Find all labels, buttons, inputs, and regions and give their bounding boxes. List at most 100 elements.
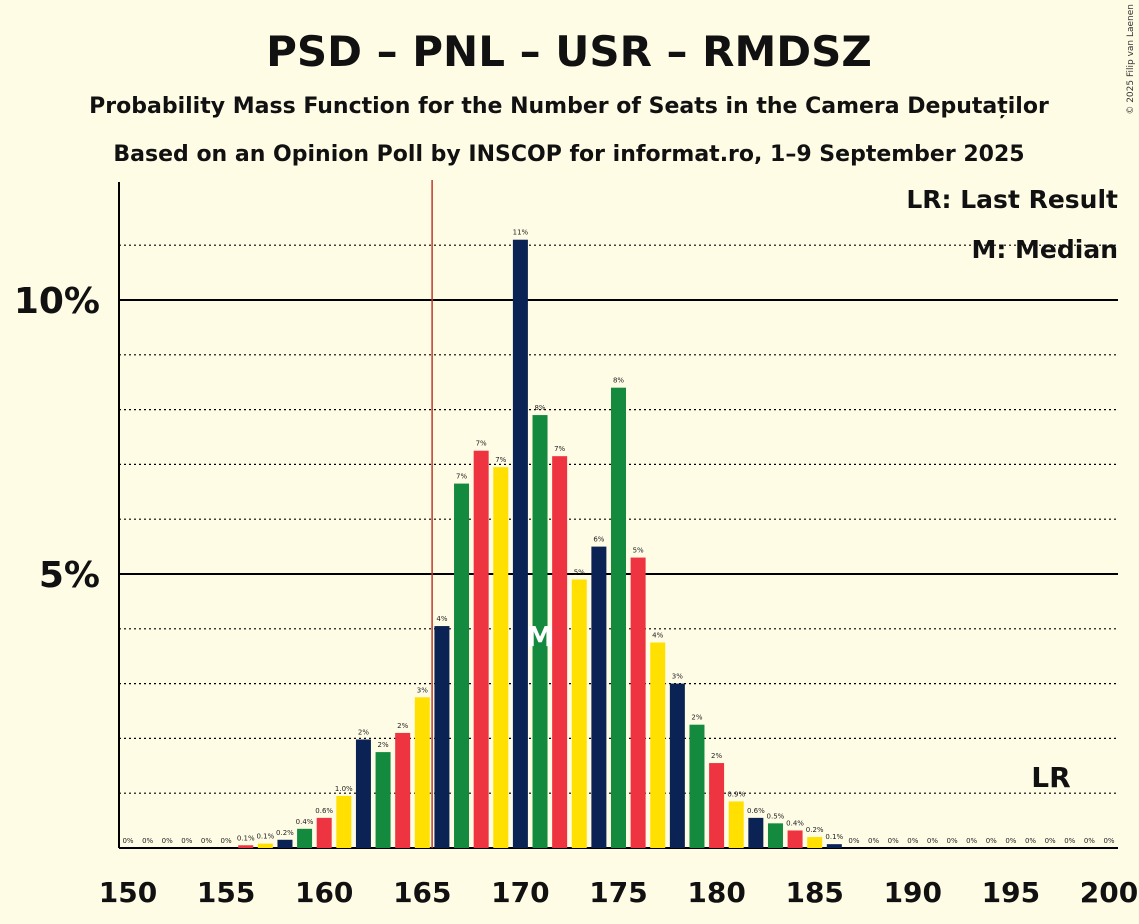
- bar-label-seat-187: 0%: [848, 837, 859, 845]
- bar-labels: 0% 0% 0% 0% 0% 0% 0.1% 0.1% 0.2%0.4%0.6%1.0%2%2%…: [122, 229, 1114, 845]
- bar-label-seat-171: 8%: [534, 404, 545, 412]
- bar-label-seat-195: 0%: [1005, 837, 1016, 845]
- bar-label-seat-194: 0%: [986, 837, 997, 845]
- bar-seat-170: [512, 239, 528, 849]
- bar-label-seat-166: 4%: [436, 615, 447, 623]
- bar-label-seat-188: 0%: [868, 837, 879, 845]
- bar-seat-172: [552, 456, 568, 848]
- y-axis-ticks: 5% 10%: [14, 281, 100, 596]
- x-tick-label: 155: [197, 876, 255, 909]
- bar-label-seat-165: 3%: [417, 686, 428, 694]
- bar-seat-163: [375, 752, 391, 848]
- bar-seat-180: [709, 763, 725, 848]
- bar-label-seat-159: 0.4%: [296, 818, 314, 826]
- bar-seat-168: [473, 450, 489, 848]
- bar-seat-183: [767, 823, 783, 848]
- bar-seat-184: [787, 830, 803, 848]
- bar-label-seat-155: 0%: [221, 837, 232, 845]
- y-tick-label: 10%: [14, 281, 100, 322]
- bar-seat-175: [611, 387, 626, 848]
- legend-median: M: Median: [971, 235, 1118, 264]
- x-axis-ticks: 150 155 160 165 170 175 180 185 190 195 200: [99, 876, 1138, 909]
- bar-label-seat-154: 0%: [201, 837, 212, 845]
- bar-label-seat-160: 0.6%: [315, 807, 333, 815]
- bar-label-seat-182: 0.6%: [747, 807, 765, 815]
- bar-seat-174: [591, 546, 607, 848]
- bar-label-seat-172: 7%: [554, 445, 565, 453]
- bar-seat-157: [257, 843, 273, 848]
- bar-label-seat-181: 0.9%: [727, 790, 745, 798]
- bar-label-seat-153: 0%: [181, 837, 192, 845]
- copyright: © 2025 Filip van Laenen: [1126, 4, 1136, 115]
- bar-seat-173: [571, 579, 587, 848]
- bar-label-seat-157: 0.1%: [256, 833, 274, 841]
- bar-label-seat-167: 7%: [456, 473, 467, 481]
- bar-seat-171: [532, 415, 548, 848]
- x-tick-label: 190: [884, 876, 942, 909]
- bar-label-seat-170: 11%: [513, 229, 529, 237]
- x-tick-label: 160: [295, 876, 353, 909]
- bar-seat-161: [336, 795, 352, 848]
- bar-label-seat-183: 0.5%: [767, 812, 785, 820]
- bar-label-seat-173: 5%: [574, 568, 585, 576]
- bar-seat-160: [316, 817, 332, 848]
- bar-label-seat-192: 0%: [946, 837, 957, 845]
- bar-seat-179: [689, 724, 705, 848]
- bar-label-seat-150: 0%: [122, 837, 133, 845]
- bar-seat-186: [826, 844, 842, 848]
- bar-label-seat-168: 7%: [476, 440, 487, 448]
- x-tick-label: 170: [491, 876, 549, 909]
- x-tick-label: 200: [1080, 876, 1138, 909]
- x-tick-label: 180: [687, 876, 745, 909]
- bar-seat-176: [630, 557, 646, 848]
- bar-label-seat-151: 0%: [142, 837, 153, 845]
- bar-seat-156: [238, 845, 254, 848]
- bar-label-seat-169: 7%: [495, 456, 506, 464]
- bar-label-seat-156: 0.1%: [237, 834, 255, 842]
- bar-label-seat-193: 0%: [966, 837, 977, 845]
- bar-seat-178: [669, 683, 685, 848]
- x-tick-label: 185: [785, 876, 843, 909]
- x-tick-label: 195: [982, 876, 1040, 909]
- bar-label-seat-175: 8%: [613, 377, 624, 385]
- bar-label-seat-196: 0%: [1025, 837, 1036, 845]
- bar-seat-162: [355, 739, 371, 848]
- bar-seat-166: [434, 626, 450, 848]
- bar-label-seat-197: 0%: [1045, 837, 1056, 845]
- bar-label-seat-177: 4%: [652, 632, 663, 640]
- legend-last-result: LR: Last Result: [906, 185, 1118, 214]
- bar-label-seat-174: 6%: [593, 536, 604, 544]
- x-tick-label: 175: [589, 876, 647, 909]
- bar-seat-182: [748, 817, 764, 848]
- bar-label-seat-178: 3%: [672, 673, 683, 681]
- bar-seat-181: [728, 801, 744, 848]
- bar-seat-165: [414, 697, 430, 848]
- bar-label-seat-189: 0%: [888, 837, 899, 845]
- bar-label-seat-179: 2%: [691, 714, 702, 722]
- bar-label-seat-186: 0.1%: [825, 833, 843, 841]
- bar-seat-185: [807, 837, 823, 848]
- bar-seat-177: [650, 642, 666, 848]
- bar-label-seat-161: 1.0%: [335, 785, 353, 793]
- bar-label-seat-198: 0%: [1064, 837, 1075, 845]
- bar-seat-169: [493, 467, 509, 848]
- bar-label-seat-200: 0%: [1103, 837, 1114, 845]
- bar-label-seat-162: 2%: [358, 728, 369, 736]
- chart-subtitle: Probability Mass Function for the Number…: [89, 94, 1049, 119]
- chart-subtitle-2: Based on an Opinion Poll by INSCOP for i…: [113, 142, 1024, 167]
- bar-seat-164: [395, 732, 411, 848]
- x-tick-label: 150: [99, 876, 157, 909]
- bar-label-seat-163: 2%: [378, 741, 389, 749]
- chart-title: PSD – PNL – USR – RMDSZ: [266, 27, 872, 76]
- bar-label-seat-158: 0.2%: [276, 829, 294, 837]
- bar-seat-158: [277, 839, 293, 848]
- bar-seat-159: [297, 828, 313, 848]
- bar-label-seat-191: 0%: [927, 837, 938, 845]
- bar-label-seat-152: 0%: [162, 837, 173, 845]
- bar-seat-167: [454, 483, 470, 848]
- bar-label-seat-185: 0.2%: [806, 826, 824, 834]
- last-result-marker: LR: [1031, 761, 1070, 794]
- bar-label-seat-180: 2%: [711, 752, 722, 760]
- y-tick-label: 5%: [39, 555, 100, 596]
